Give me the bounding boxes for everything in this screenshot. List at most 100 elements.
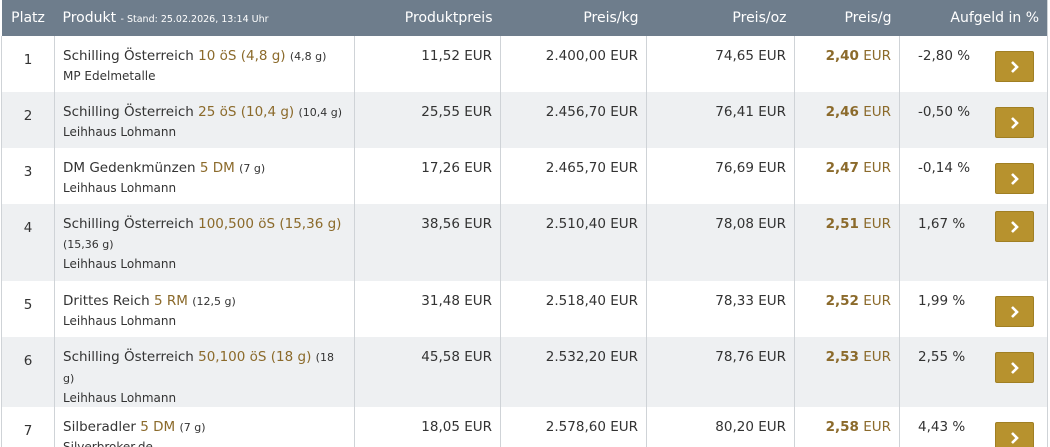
price-per-gram-cell: 2,51 EUR: [794, 204, 900, 281]
premium-cell: 4,43 %: [899, 407, 1048, 447]
price-unit: EUR: [863, 160, 891, 176]
price-cell: 38,56 EUR: [354, 204, 501, 281]
price-cell: 2.518,40 EUR: [500, 281, 647, 337]
price-per-gram-cell: 2,47 EUR: [794, 148, 900, 204]
dealer: MP Edelmetalle: [63, 69, 156, 83]
header-cell: Produktpreis: [354, 0, 501, 36]
price-cell: 2.532,20 EUR: [500, 337, 647, 407]
product-weight: (7 g): [179, 421, 206, 434]
price-cell: 17,26 EUR: [354, 148, 501, 204]
product-name: Schilling Österreich: [63, 349, 194, 365]
detail-button[interactable]: [995, 163, 1034, 194]
price-unit: EUR: [863, 349, 891, 365]
premium-cell: -0,14 %: [899, 148, 1048, 204]
rank-cell: 5: [1, 281, 55, 337]
product-weight: (10,4 g): [298, 106, 343, 119]
product-cell: Schilling Österreich 100,500 öS (15,36 g…: [54, 204, 355, 281]
product-name: Schilling Österreich: [63, 48, 194, 64]
price-per-gram: 2,40: [825, 48, 859, 64]
header-text: Produkt: [62, 10, 117, 26]
price-cell: 31,48 EUR: [354, 281, 501, 337]
dealer: Leihhaus Lohmann: [63, 391, 177, 405]
chevron-icon: [1010, 60, 1019, 73]
detail-button[interactable]: [995, 296, 1034, 327]
dealer: Leihhaus Lohmann: [63, 257, 177, 271]
header-cell: Preis/oz: [646, 0, 795, 36]
chevron-icon: [1010, 361, 1019, 374]
rank-cell: 6: [1, 337, 55, 407]
premium-cell: 1,99 %: [899, 281, 1048, 337]
premium: 1,99 %: [918, 293, 966, 309]
price-cell: 2.578,60 EUR: [500, 407, 647, 447]
price-per-gram-cell: 2,46 EUR: [794, 92, 900, 148]
premium-cell: -0,50 %: [899, 92, 1048, 148]
price-cell: 76,69 EUR: [646, 148, 795, 204]
premium-cell: 1,67 %: [899, 204, 1048, 281]
header-row: Platz Produkt - Stand: 25.02.2026, 13:14…: [1, 0, 1048, 36]
detail-button[interactable]: [995, 422, 1034, 447]
product-cell: Silberadler 5 DM (7 g) Silverbroker.de: [54, 407, 355, 447]
product-cell: Schilling Österreich 25 öS (10,4 g) (10,…: [54, 92, 355, 148]
price-cell: 74,65 EUR: [646, 36, 795, 92]
price-cell: 2.456,70 EUR: [500, 92, 647, 148]
product-weight: (18 g): [63, 351, 334, 385]
product-variant: 50,100 öS (18 g): [198, 349, 312, 365]
price-per-gram: 2,51: [825, 216, 859, 232]
product-cell: DM Gedenkmünzen 5 DM (7 g) Leihhaus Lohma…: [54, 148, 355, 204]
chevron-icon: [1010, 220, 1019, 233]
detail-button[interactable]: [995, 51, 1034, 82]
table-row: 3 DM Gedenkmünzen 5 DM (7 g) Leihhaus Lohm…: [1, 148, 1048, 204]
price-per-gram-cell: 2,53 EUR: [794, 337, 900, 407]
product-name: DM Gedenkmünzen: [63, 160, 196, 176]
premium: -2,80 %: [918, 48, 971, 64]
price-cell: 45,58 EUR: [354, 337, 501, 407]
header-cell: Preis/kg: [500, 0, 647, 36]
price-unit: EUR: [863, 293, 891, 309]
product-name: Drittes Reich: [63, 293, 150, 309]
premium: -0,50 %: [918, 104, 971, 120]
table-row: 2 Schilling Österreich 25 öS (10,4 g) (10…: [1, 92, 1048, 148]
price-per-gram-cell: 2,58 EUR: [794, 407, 900, 447]
header-cell: Platz: [1, 0, 55, 36]
price-per-gram-cell: 2,40 EUR: [794, 36, 900, 92]
table-row: 1 Schilling Österreich 10 öS (4,8 g) (4,8…: [1, 36, 1048, 92]
price-cell: 2.400,00 EUR: [500, 36, 647, 92]
product-weight: (15,36 g): [63, 238, 114, 251]
product-cell: Drittes Reich 5 RM (12,5 g) Leihhaus Lohm…: [54, 281, 355, 337]
price-per-gram: 2,53: [825, 349, 859, 365]
product-variant: 5 DM: [140, 419, 176, 435]
product-weight: (7 g): [239, 162, 266, 175]
price-per-gram-cell: 2,52 EUR: [794, 281, 900, 337]
price-per-gram: 2,52: [825, 293, 859, 309]
rank-cell: 4: [1, 204, 55, 281]
product-variant: 5 DM: [199, 160, 235, 176]
detail-button[interactable]: [995, 352, 1034, 383]
price-unit: EUR: [863, 104, 891, 120]
price-cell: 18,05 EUR: [354, 407, 501, 447]
price-unit: EUR: [863, 419, 891, 435]
premium: -0,14 %: [918, 160, 971, 176]
dealer: Leihhaus Lohmann: [63, 314, 177, 328]
detail-button[interactable]: [995, 107, 1034, 138]
product-name: Schilling Österreich: [63, 216, 194, 232]
chevron-icon: [1010, 305, 1019, 318]
rank-cell: 7: [1, 407, 55, 447]
detail-button[interactable]: [995, 211, 1034, 242]
rank-cell: 1: [1, 36, 55, 92]
table-row: 6 Schilling Österreich 50,100 öS (18 g) (…: [1, 337, 1048, 407]
product-variant: 100,500 öS (15,36 g): [198, 216, 342, 232]
price-cell: 78,08 EUR: [646, 204, 795, 281]
table-row: 5 Drittes Reich 5 RM (12,5 g) Leihhaus Loh…: [1, 281, 1048, 337]
rank-cell: 2: [1, 92, 55, 148]
product-cell: Schilling Österreich 50,100 öS (18 g) (1…: [54, 337, 355, 407]
rank-cell: 3: [1, 148, 55, 204]
header-cell: Produkt - Stand: 25.02.2026, 13:14 Uhr: [54, 0, 355, 36]
premium-cell: 2,55 %: [899, 337, 1048, 407]
price-unit: EUR: [863, 216, 891, 232]
chevron-icon: [1010, 116, 1019, 129]
product-weight: (12,5 g): [192, 295, 236, 308]
chevron-icon: [1010, 431, 1019, 444]
product-cell: Schilling Österreich 10 öS (4,8 g) (4,8 …: [54, 36, 355, 92]
